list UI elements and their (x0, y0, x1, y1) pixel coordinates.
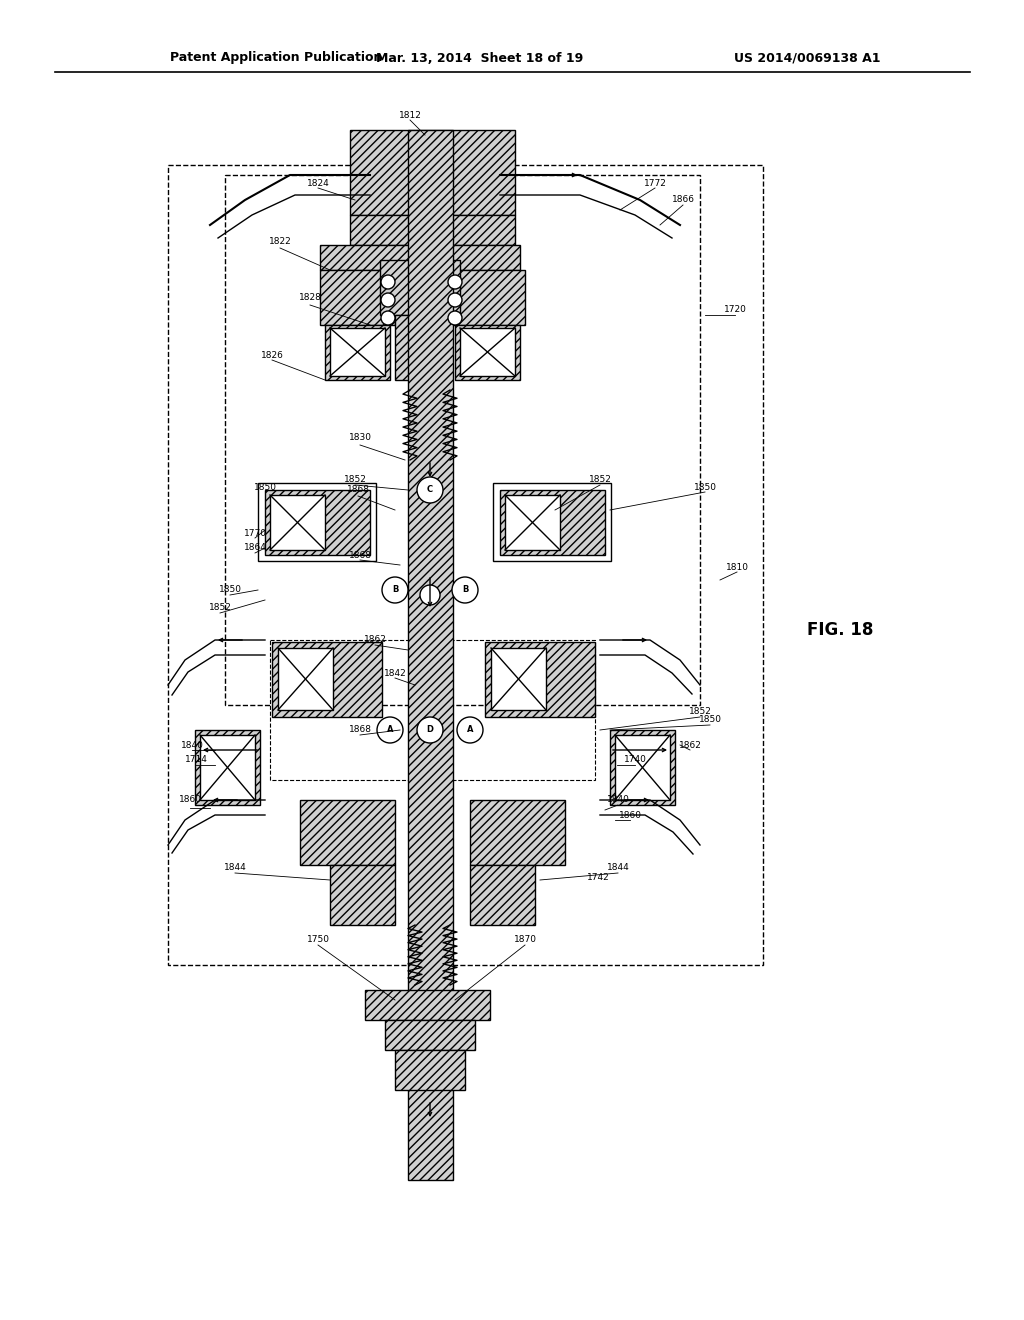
Bar (470, 800, 565, 865)
Circle shape (452, 577, 478, 603)
Bar (195, 730, 260, 805)
Bar (490, 648, 546, 710)
Text: 1860: 1860 (178, 796, 202, 804)
Text: 1868: 1868 (348, 726, 372, 734)
Bar (265, 490, 370, 554)
Circle shape (449, 312, 462, 325)
Bar (485, 642, 595, 717)
Text: 1844: 1844 (223, 863, 247, 873)
Circle shape (381, 312, 395, 325)
Bar (615, 735, 670, 800)
Text: 1828: 1828 (299, 293, 322, 302)
Bar (365, 990, 490, 1020)
Text: 1830: 1830 (348, 433, 372, 442)
Circle shape (420, 585, 440, 605)
Text: 1826: 1826 (260, 351, 284, 359)
Text: 1822: 1822 (268, 238, 292, 247)
Bar (455, 325, 520, 380)
Text: 1840: 1840 (180, 741, 204, 750)
Bar (380, 260, 460, 315)
Circle shape (417, 717, 443, 743)
Text: FIG. 18: FIG. 18 (807, 620, 873, 639)
Text: 1850: 1850 (254, 483, 276, 491)
Text: 1850: 1850 (693, 483, 717, 491)
Circle shape (457, 717, 483, 743)
Text: 1844: 1844 (606, 863, 630, 873)
Text: 1812: 1812 (398, 111, 422, 120)
Text: B: B (392, 586, 398, 594)
Bar (168, 165, 763, 965)
Bar (395, 1049, 465, 1090)
Text: 1864: 1864 (244, 544, 266, 553)
Text: 1862: 1862 (364, 635, 386, 644)
Text: C: C (427, 486, 433, 495)
Text: 1852: 1852 (688, 708, 712, 717)
Circle shape (449, 293, 462, 308)
Bar (319, 271, 395, 325)
Bar (319, 246, 520, 271)
Text: US 2014/0069138 A1: US 2014/0069138 A1 (733, 51, 880, 65)
Bar (505, 495, 560, 550)
Bar (610, 730, 675, 805)
Bar (325, 325, 390, 380)
Bar (350, 215, 420, 246)
Bar (300, 800, 395, 865)
Bar (470, 865, 535, 925)
Bar (450, 640, 595, 780)
Text: Patent Application Publication: Patent Application Publication (170, 51, 382, 65)
Text: 1740: 1740 (624, 755, 646, 764)
Text: 1840: 1840 (606, 796, 630, 804)
Text: 1860: 1860 (618, 810, 641, 820)
Text: 1714: 1714 (184, 755, 208, 764)
Bar (225, 176, 700, 705)
Bar (408, 129, 453, 1180)
Bar (445, 215, 515, 246)
Circle shape (381, 293, 395, 308)
Text: 1862: 1862 (679, 741, 701, 750)
Bar (493, 483, 611, 561)
Bar (350, 129, 515, 215)
Bar (258, 483, 376, 561)
Bar (460, 327, 515, 376)
Text: 1842: 1842 (384, 668, 407, 677)
Text: A: A (387, 726, 393, 734)
Text: 1770: 1770 (244, 528, 266, 537)
Text: A: A (467, 726, 473, 734)
Text: 1870: 1870 (513, 936, 537, 945)
Text: 1868: 1868 (346, 486, 370, 495)
Text: 1852: 1852 (344, 475, 367, 484)
Text: 1750: 1750 (306, 936, 330, 945)
Bar (395, 315, 450, 380)
Text: Mar. 13, 2014  Sheet 18 of 19: Mar. 13, 2014 Sheet 18 of 19 (377, 51, 584, 65)
Text: 1810: 1810 (725, 562, 749, 572)
Bar (330, 865, 395, 925)
Bar (330, 327, 385, 376)
Text: 1850: 1850 (218, 586, 242, 594)
Text: 1742: 1742 (587, 873, 609, 882)
Bar (278, 648, 333, 710)
Bar (272, 642, 382, 717)
Circle shape (377, 717, 403, 743)
Bar (500, 490, 605, 554)
Bar (385, 1020, 475, 1049)
Text: 1772: 1772 (643, 178, 667, 187)
Bar (270, 495, 325, 550)
Text: 1850: 1850 (698, 715, 722, 725)
Text: 1866: 1866 (672, 195, 694, 205)
Bar (200, 735, 255, 800)
Circle shape (381, 275, 395, 289)
Text: 1720: 1720 (724, 305, 746, 314)
Text: 1868: 1868 (348, 550, 372, 560)
Text: 1852: 1852 (589, 475, 611, 484)
Circle shape (417, 477, 443, 503)
Circle shape (449, 275, 462, 289)
Text: B: B (462, 586, 468, 594)
Circle shape (382, 577, 408, 603)
Bar (270, 640, 415, 780)
Text: D: D (427, 726, 433, 734)
Bar (450, 271, 525, 325)
Text: 1852: 1852 (209, 603, 231, 612)
Text: 1824: 1824 (306, 178, 330, 187)
